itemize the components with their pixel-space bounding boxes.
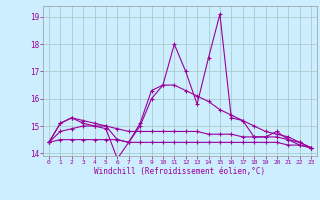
X-axis label: Windchill (Refroidissement éolien,°C): Windchill (Refroidissement éolien,°C)	[94, 167, 266, 176]
